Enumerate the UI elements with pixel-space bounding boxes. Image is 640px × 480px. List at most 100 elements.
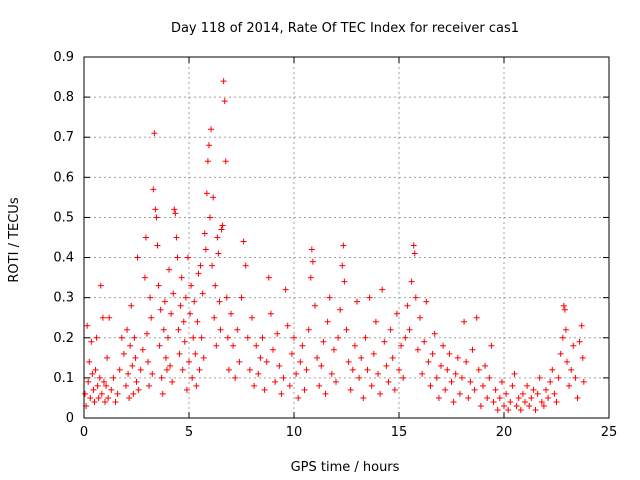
data-point: [194, 318, 201, 325]
data-point: [471, 386, 478, 393]
data-point: [92, 366, 99, 373]
data-point: [557, 350, 564, 357]
data-point: [368, 382, 375, 389]
data-point: [501, 402, 507, 409]
y-tick-label: 0.7: [53, 130, 74, 145]
data-point: [147, 294, 154, 301]
data-point: [265, 274, 272, 281]
data-point: [197, 262, 204, 269]
x-tick-labels: 0 5 10 15 20 25: [80, 425, 617, 440]
data-point: [498, 378, 505, 385]
data-point: [207, 214, 213, 221]
data-point: [330, 346, 337, 353]
data-point: [309, 258, 316, 265]
data-point: [328, 370, 335, 377]
data-point: [551, 390, 558, 397]
data-point: [286, 382, 293, 389]
data-point: [507, 398, 514, 405]
data-point: [370, 350, 377, 357]
data-point: [561, 306, 568, 313]
y-tick-label: 0.9: [53, 50, 74, 65]
data-point: [389, 354, 396, 361]
data-point: [263, 358, 270, 365]
data-point: [153, 214, 160, 221]
data-point: [128, 302, 135, 309]
data-point: [372, 318, 379, 325]
data-point: [454, 354, 461, 361]
data-point: [417, 314, 423, 321]
data-point: [170, 290, 177, 297]
data-point: [230, 342, 237, 349]
data-point: [513, 402, 520, 409]
data-point: [522, 398, 528, 405]
data-point: [135, 386, 142, 393]
data-point: [400, 374, 407, 381]
chart-title: Day 118 of 2014, Rate Of TEC Index for r…: [171, 21, 519, 36]
data-point: [211, 314, 218, 321]
data-point: [178, 274, 185, 281]
data-point: [192, 350, 199, 357]
data-point: [345, 358, 352, 365]
data-point: [125, 370, 132, 377]
data-point: [387, 326, 394, 333]
data-point: [161, 298, 168, 305]
data-point: [341, 278, 348, 285]
data-point: [488, 342, 495, 349]
data-point: [538, 398, 545, 405]
data-point: [337, 306, 344, 313]
data-point: [257, 354, 264, 361]
data-point: [129, 362, 136, 369]
data-point: [100, 378, 107, 385]
data-point: [219, 222, 226, 229]
data-point: [149, 370, 156, 377]
data-point: [375, 370, 381, 377]
data-point: [408, 278, 415, 285]
data-point: [572, 374, 579, 381]
data-point: [267, 310, 274, 317]
data-point: [175, 326, 182, 333]
data-point: [564, 358, 570, 365]
data-point: [484, 394, 491, 401]
data-point: [261, 386, 268, 393]
data-point: [356, 374, 363, 381]
data-point: [560, 302, 567, 309]
data-point: [534, 390, 541, 397]
data-point: [570, 342, 577, 349]
data-point: [318, 362, 325, 369]
data-point: [282, 286, 289, 293]
data-point: [160, 326, 167, 333]
data-point: [446, 350, 453, 357]
data-point: [515, 394, 522, 401]
data-point: [377, 390, 384, 397]
data-point: [85, 378, 92, 385]
data-point: [435, 394, 442, 401]
data-point: [163, 366, 170, 373]
data-point: [316, 382, 323, 389]
data-point: [297, 358, 304, 365]
data-point: [438, 362, 444, 369]
data-point: [169, 378, 176, 385]
data-point: [89, 370, 96, 377]
data-point: [196, 366, 203, 373]
data-point: [448, 378, 455, 385]
data-point: [482, 362, 489, 369]
data-point: [496, 394, 503, 401]
data-point: [116, 366, 123, 373]
data-point: [398, 342, 405, 349]
data-point: [528, 394, 535, 401]
y-axis-label: ROTI / TECUs: [7, 197, 22, 282]
data-point: [218, 226, 225, 233]
data-point: [212, 282, 219, 289]
data-point: [148, 314, 155, 321]
data-point: [419, 370, 426, 377]
data-point: [340, 242, 347, 249]
data-point: [505, 406, 512, 413]
data-point: [333, 378, 339, 385]
data-point: [176, 350, 183, 357]
data-point: [526, 402, 533, 409]
data-point: [450, 398, 457, 405]
data-point: [155, 282, 162, 289]
data-point: [156, 342, 163, 349]
data-point: [576, 338, 583, 345]
data-point: [362, 334, 369, 341]
